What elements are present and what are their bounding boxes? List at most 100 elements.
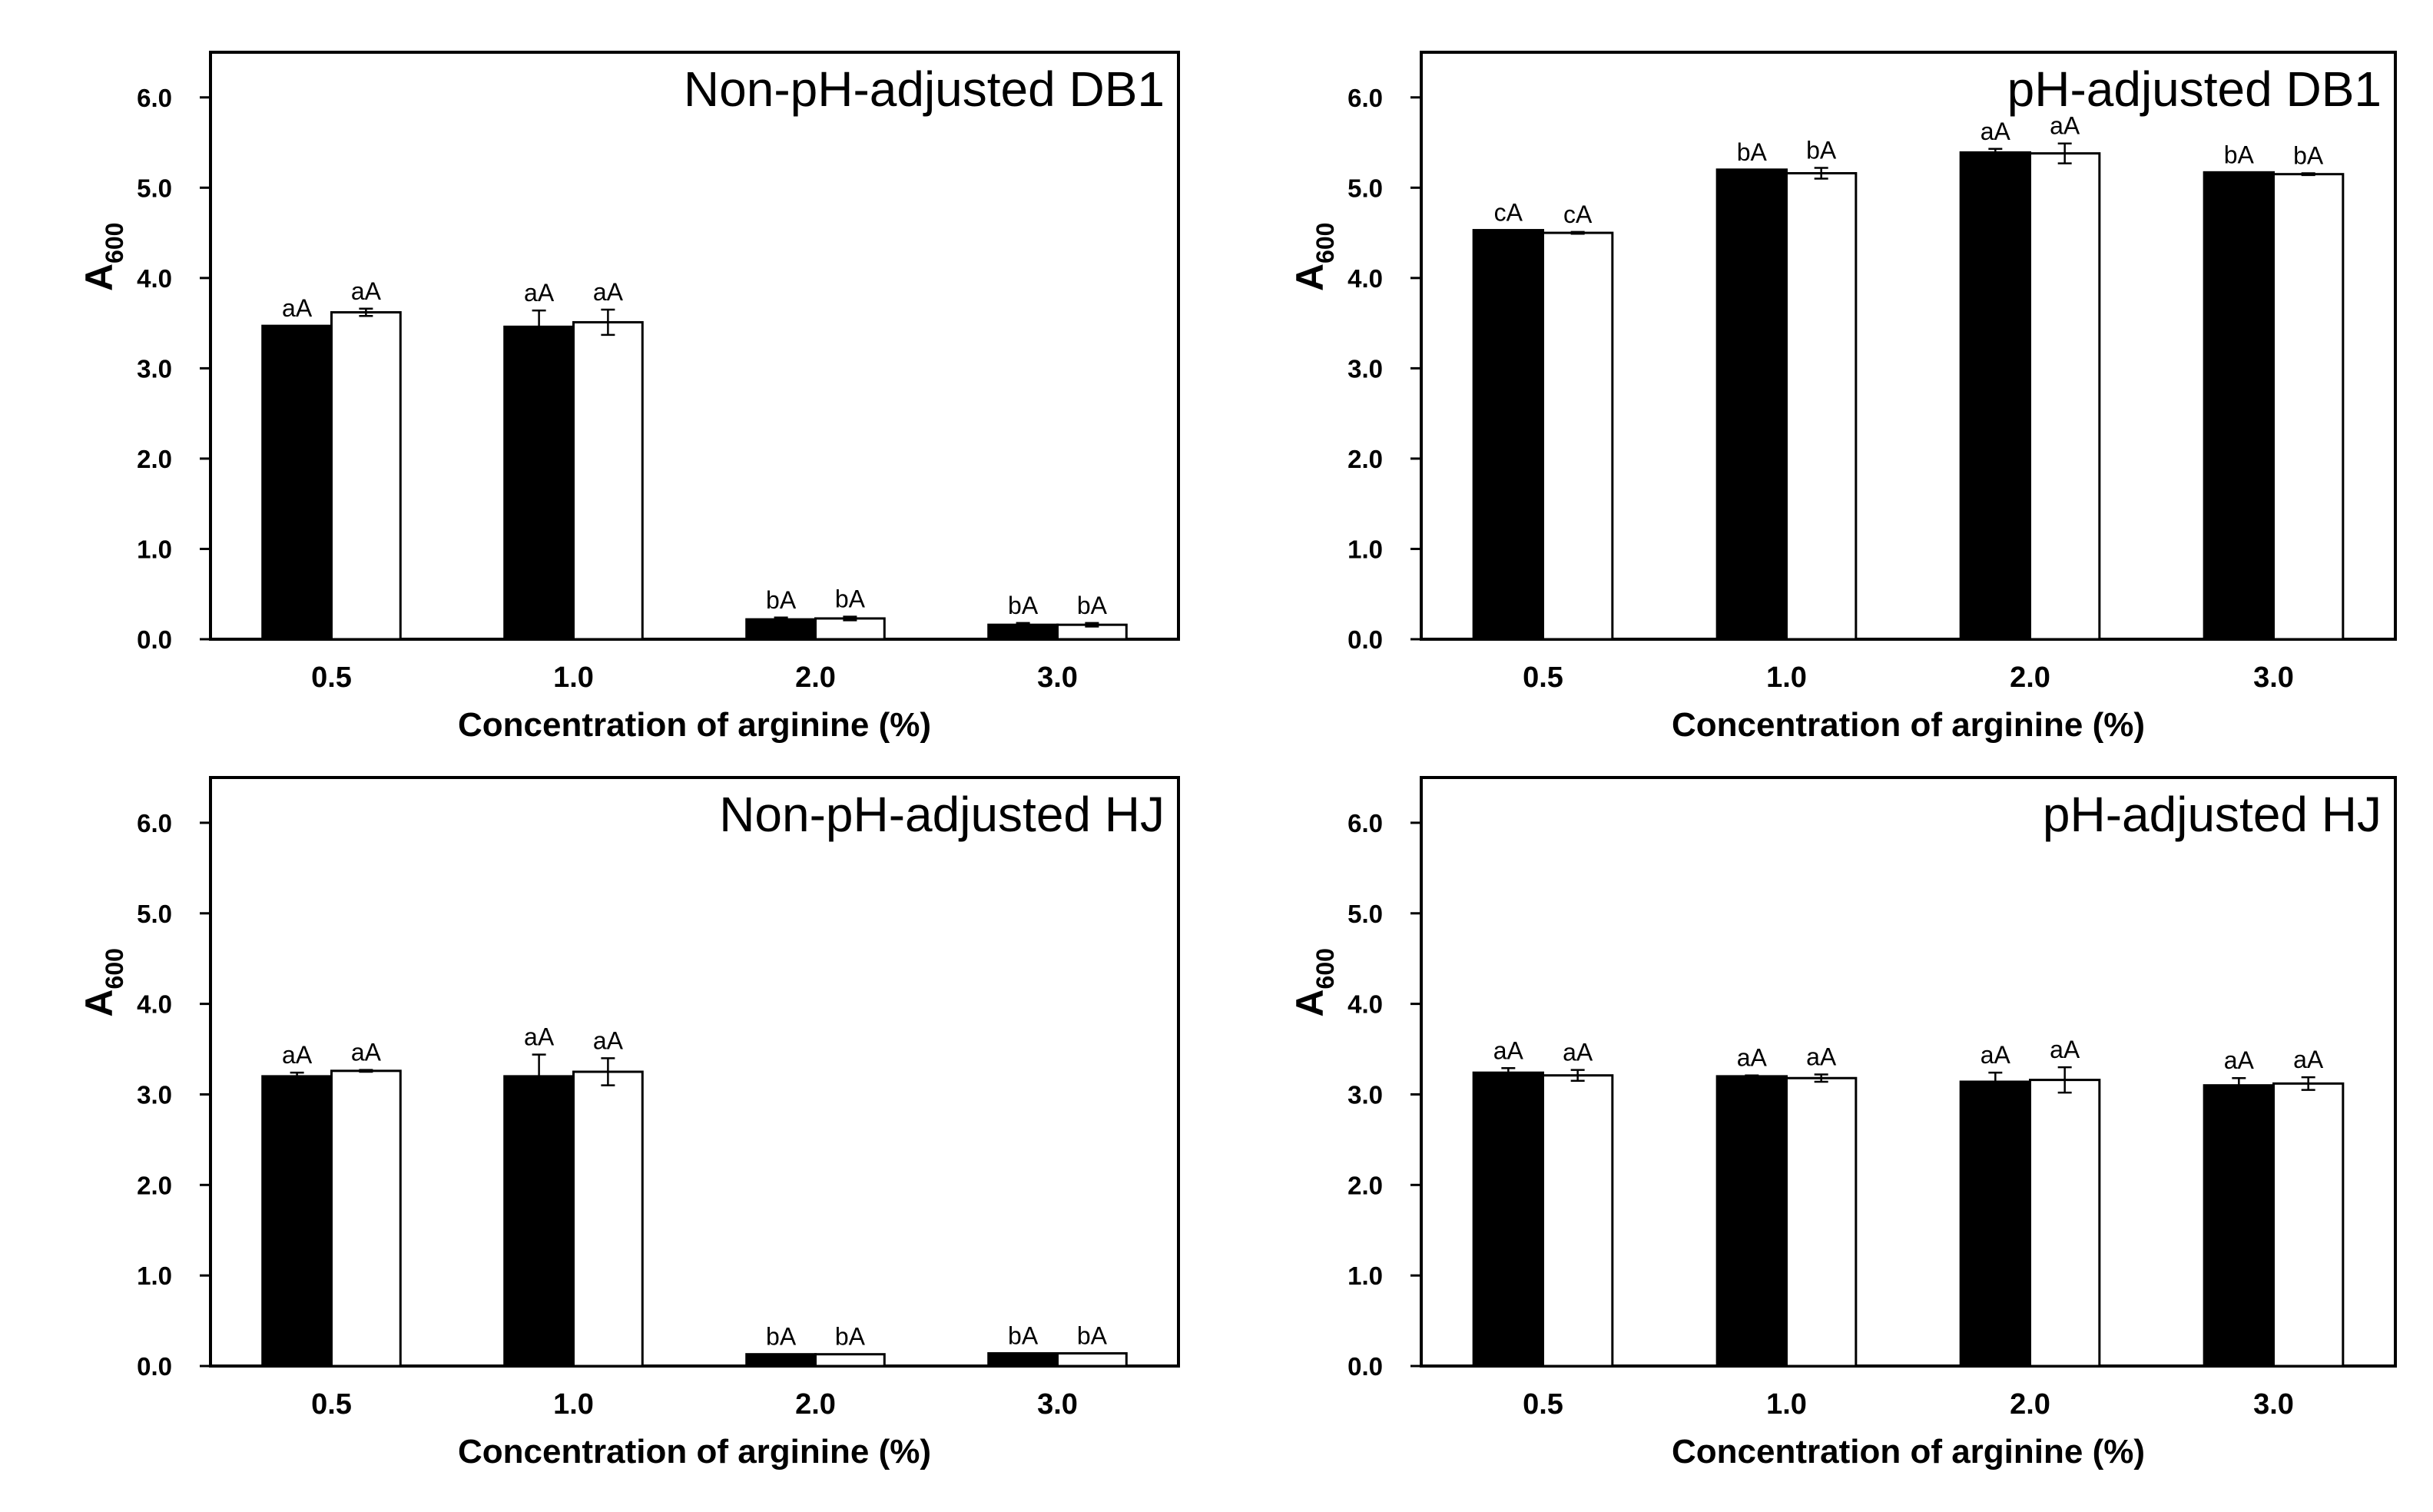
x-tick-label: 0.5	[311, 662, 352, 694]
y-tick-label: 3.0	[1347, 1080, 1383, 1109]
y-axis-label: A600	[1288, 948, 1339, 1017]
y-axis-label-sub: 600	[101, 223, 128, 264]
y-tick-label: 4.0	[137, 990, 172, 1019]
y-tick-label: 5.0	[1347, 174, 1383, 202]
x-tick-label: 2.0	[2010, 1388, 2050, 1421]
y-tick-label: 1.0	[1347, 1262, 1383, 1290]
x-tick-label: 1.0	[553, 1388, 594, 1421]
bar	[1715, 1075, 1788, 1368]
plot-frame	[1420, 51, 2397, 641]
y-tick-label: 6.0	[1347, 809, 1383, 837]
bar	[1472, 229, 1545, 641]
significance-label: bA	[835, 1323, 866, 1351]
significance-label: aA	[1981, 1041, 2011, 1069]
significance-label: aA	[524, 279, 555, 307]
panel-title: pH-adjusted HJ	[2043, 787, 2382, 842]
y-tick-label: 3.0	[137, 1080, 172, 1109]
y-tick-label: 5.0	[137, 174, 172, 202]
bar	[814, 617, 886, 641]
chart-panel: 0.0 1.0 2.0 3.0 4.0 5.0 6.0 Non-pH-adjusted HJ A…	[78, 776, 1180, 1471]
bar	[2029, 1079, 2101, 1368]
significance-label: aA	[1493, 1036, 1524, 1064]
x-tick-label: 0.5	[311, 1388, 352, 1421]
plot-frame	[1420, 776, 2397, 1368]
x-tick-label: 3.0	[2253, 1388, 2294, 1421]
plot-frame	[209, 776, 1180, 1368]
y-axis-label-main: A	[1288, 989, 1331, 1016]
y-tick-label: 6.0	[1347, 84, 1383, 112]
significance-label: bA	[1806, 136, 1837, 164]
y-tick-label: 3.0	[137, 354, 172, 383]
bar	[745, 618, 817, 641]
y-axis-label-main: A	[78, 989, 121, 1016]
x-tick-label: 3.0	[2253, 662, 2294, 694]
bar	[1542, 1074, 1614, 1368]
y-tick-label: 4.0	[137, 264, 172, 293]
x-axis-title: Concentration of arginine (%)	[1672, 1433, 2145, 1471]
y-tick-label: 0.0	[1347, 1352, 1383, 1381]
significance-label: bA	[766, 586, 797, 614]
bar	[1785, 1076, 1858, 1368]
y-tick-label: 2.0	[137, 1171, 172, 1199]
bar	[814, 1353, 886, 1368]
y-axis-label: A600	[78, 223, 128, 292]
x-axis-title: Concentration of arginine (%)	[458, 1433, 931, 1471]
y-axis-label-sub: 600	[1311, 223, 1339, 264]
x-tick-label: 3.0	[1037, 662, 1078, 694]
significance-label: aA	[593, 278, 624, 306]
chart-panel: 0.0 1.0 2.0 3.0 4.0 5.0 6.0 Non-pH-adjusted DB1…	[78, 51, 1180, 744]
bar	[1959, 1080, 2032, 1368]
significance-label: aA	[2050, 1036, 2080, 1063]
panel-title: Non-pH-adjusted HJ	[719, 787, 1165, 842]
y-axis-label: A600	[1288, 223, 1339, 292]
chart-panel: 0.0 1.0 2.0 3.0 4.0 5.0 6.0 pH-adjusted HJ A600 C…	[1288, 776, 2397, 1471]
significance-label: cA	[1563, 201, 1593, 228]
y-tick-label: 0.0	[137, 1352, 172, 1381]
y-tick-label: 2.0	[1347, 445, 1383, 473]
chart-panel: 0.0 1.0 2.0 3.0 4.0 5.0 6.0 pH-adjusted DB1 A600…	[1288, 51, 2397, 744]
y-tick-label: 2.0	[1347, 1171, 1383, 1199]
significance-label: aA	[1981, 118, 2011, 145]
y-tick-label: 5.0	[1347, 900, 1383, 928]
x-tick-label: 3.0	[1037, 1388, 1078, 1421]
bar	[2029, 152, 2101, 641]
y-axis-label-sub: 600	[1311, 948, 1339, 989]
bar	[745, 1353, 817, 1368]
bar	[1715, 168, 1788, 641]
significance-label: bA	[1077, 1322, 1108, 1350]
bar	[2203, 1084, 2276, 1368]
y-tick-label: 1.0	[137, 1262, 172, 1290]
bar	[1472, 1071, 1545, 1368]
bar	[2272, 173, 2345, 641]
significance-label: bA	[766, 1323, 797, 1351]
y-axis-label-main: A	[78, 264, 121, 291]
bar	[572, 320, 644, 641]
significance-label: aA	[1806, 1043, 1837, 1071]
x-tick-label: 1.0	[1766, 1388, 1807, 1421]
significance-label: cA	[1494, 199, 1523, 227]
x-tick-label: 2.0	[2010, 662, 2050, 694]
y-tick-label: 4.0	[1347, 264, 1383, 293]
bar	[330, 311, 402, 641]
y-axis-label: A600	[78, 948, 128, 1017]
y-tick-label: 0.0	[1347, 625, 1383, 654]
significance-label: aA	[351, 277, 382, 305]
significance-label: aA	[2224, 1046, 2255, 1074]
significance-label: aA	[2293, 1046, 2324, 1073]
x-axis-title: Concentration of arginine (%)	[1672, 706, 2145, 744]
y-tick-label: 1.0	[1347, 535, 1383, 563]
significance-label: aA	[282, 294, 313, 322]
significance-label: bA	[835, 585, 866, 613]
plot-frame	[209, 51, 1180, 641]
significance-label: bA	[1737, 138, 1768, 166]
bar	[1785, 172, 1858, 641]
significance-label: aA	[351, 1039, 382, 1066]
significance-label: aA	[1737, 1044, 1768, 1072]
bar	[261, 324, 333, 641]
bar	[330, 1069, 402, 1368]
significance-label: aA	[282, 1041, 313, 1069]
y-tick-label: 6.0	[137, 809, 172, 837]
significance-label: bA	[1008, 1322, 1039, 1350]
bar	[572, 1070, 644, 1368]
x-tick-label: 0.5	[1523, 662, 1563, 694]
